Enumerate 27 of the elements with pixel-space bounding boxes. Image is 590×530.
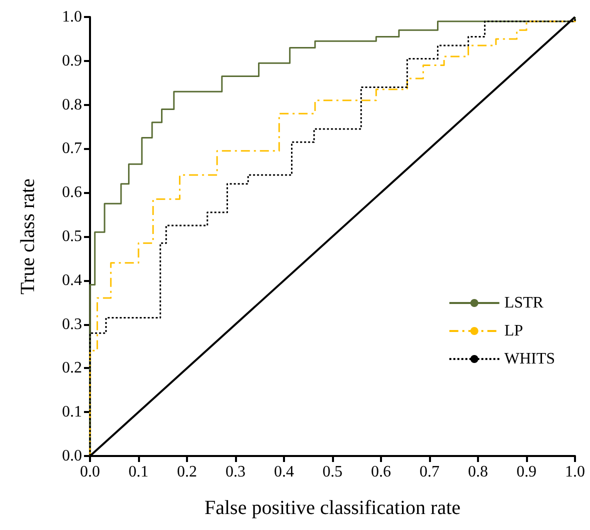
y-axis-title: True class rate [17,178,39,294]
legend-label: WHITS [504,350,555,368]
y-tick-label: 0.1 [62,404,82,421]
y-tick-label: 0.5 [62,228,82,245]
y-tick-label: 0.7 [62,140,82,158]
y-tick-label: 0.6 [62,184,82,202]
x-tick-label: 0.4 [274,464,294,480]
x-tick-label: 0.3 [226,464,246,480]
y-tick-label: 0.8 [62,96,82,114]
x-tick-label: 1.0 [565,464,585,480]
x-tick-label: 0.1 [128,464,148,480]
x-tick-label: 0.5 [322,464,342,480]
y-tick-label: 0.9 [62,52,82,70]
legend-label: LP [504,322,524,340]
x-tick-label: 0.9 [516,464,536,480]
x-tick-label: 0.6 [371,464,391,480]
y-tick-label: 0.3 [62,316,82,333]
x-tick-label: 0.0 [80,464,100,480]
x-tick-label: 0.8 [468,464,488,480]
legend-label: LSTR [504,294,544,312]
x-tick-label: 0.2 [177,464,197,480]
x-tick-label: 0.7 [420,464,440,480]
y-tick-label: 0.0 [62,448,82,464]
y-tick-label: 0.4 [62,272,82,289]
x-axis-title: False positive classification rate [204,497,461,519]
y-tick-label: 0.2 [62,360,82,377]
y-tick-label: 1.0 [62,8,82,26]
